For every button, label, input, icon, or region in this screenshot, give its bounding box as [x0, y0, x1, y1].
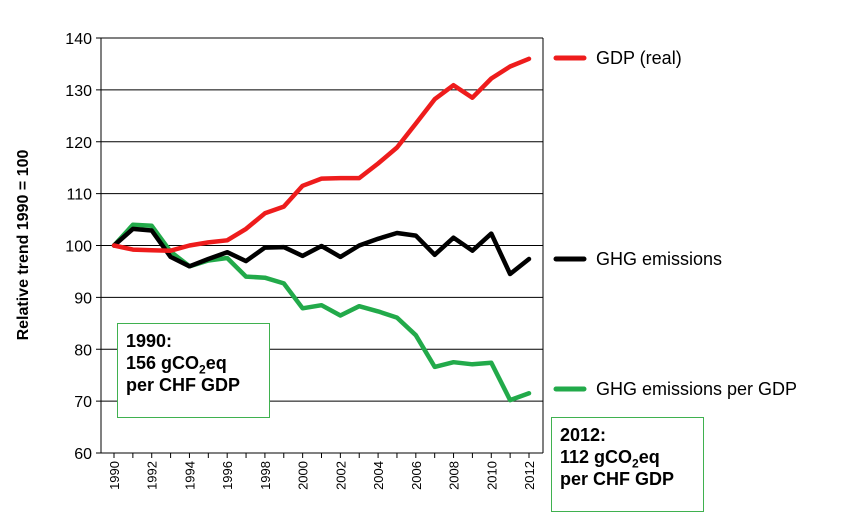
y-tick-100: 100 — [65, 239, 92, 256]
x-tick-1996: 1996 — [220, 461, 235, 490]
y-tick-70: 70 — [74, 394, 92, 411]
annotation-2012-year: 2012: — [560, 425, 607, 445]
y-tick-90: 90 — [74, 290, 92, 307]
y-axis-label: Relative trend 1990 = 100 — [15, 150, 32, 341]
series-lines — [111, 56, 532, 403]
y-tick-labels: 60 70 80 90 100 110 120 130 140 — [65, 31, 92, 463]
annotation-box-1990: 1990: 156 gCO2eq per CHF GDP — [117, 323, 270, 418]
annotation-2012-unit: per CHF GDP — [560, 469, 675, 489]
x-tick-1992: 1992 — [145, 461, 160, 490]
annotation-2012-value: 112 gCO2eq — [560, 447, 660, 471]
x-tick-2012: 2012 — [522, 461, 537, 490]
x-tick-2002: 2002 — [333, 461, 348, 490]
series-line-gdp-real — [111, 56, 532, 253]
x-tick-2008: 2008 — [447, 461, 462, 490]
legend-label-ghg-emissions-per-gdp: GHG emissions per GDP — [596, 379, 797, 399]
y-tick-60: 60 — [74, 446, 92, 463]
y-tick-120: 120 — [65, 135, 92, 152]
annotation-1990-unit: per CHF GDP — [126, 375, 241, 395]
y-tick-140: 140 — [65, 31, 92, 48]
x-tick-2004: 2004 — [371, 461, 386, 490]
y-tick-110: 110 — [66, 187, 92, 204]
annotation-1990-value: 156 gCO2eq — [126, 353, 227, 377]
legend-label-ghg-emissions: GHG emissions — [596, 249, 722, 269]
x-tick-2010: 2010 — [484, 461, 499, 490]
x-tick-labels: 1990 1992 1994 1996 1998 2000 2002 2004 2006 2008… — [107, 453, 537, 490]
x-tick-1998: 1998 — [258, 461, 273, 490]
y-tick-80: 80 — [74, 342, 92, 359]
y-tick-130: 130 — [65, 83, 92, 100]
legend-label-gdp-real: GDP (real) — [596, 48, 682, 68]
series-line-ghg-emissions — [111, 226, 532, 277]
annotation-1990-year: 1990: — [126, 331, 173, 351]
x-tick-1990: 1990 — [107, 461, 122, 490]
legend: GHG emissions per GDP GHG emissions GDP (r… — [553, 48, 797, 399]
x-tick-2006: 2006 — [409, 461, 424, 490]
x-tick-1994: 1994 — [182, 461, 197, 490]
x-tick-2000: 2000 — [296, 461, 311, 490]
annotation-box-2012: 2012: 112 gCO2eq per CHF GDP — [551, 417, 704, 512]
